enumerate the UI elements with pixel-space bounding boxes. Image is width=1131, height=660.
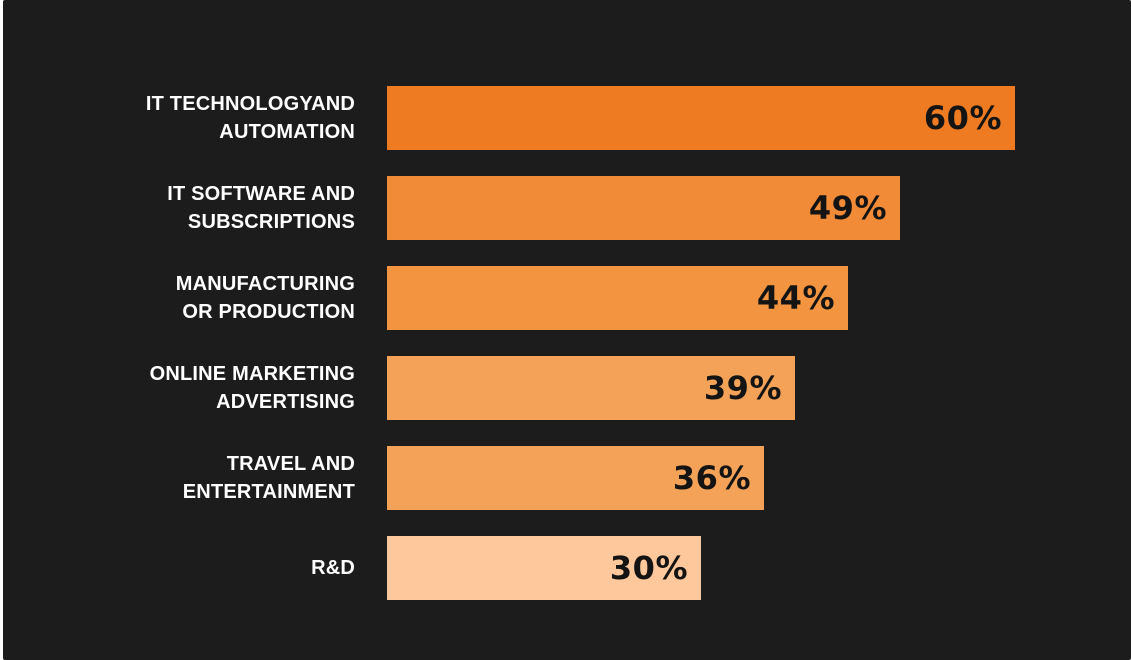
bar: 36%	[387, 446, 764, 510]
category-label: IT TECHNOLOGYAND AUTOMATION	[145, 93, 355, 143]
bar: 49%	[387, 176, 900, 240]
bar: 30%	[387, 536, 701, 600]
bar-row: R&D 30%	[0, 536, 1131, 600]
bar-value-label: 30%	[609, 549, 688, 587]
bar-row: ONLINE MARKETING ADVERTISING 39%	[0, 356, 1131, 420]
bar: 60%	[387, 86, 1015, 150]
category-label: MANUFACTURING OR PRODUCTION	[175, 273, 355, 323]
category-label: ONLINE MARKETING ADVERTISING	[149, 363, 355, 413]
category-label: IT SOFTWARE AND SUBSCRIPTIONS	[167, 183, 355, 233]
bar-value-label: 39%	[703, 369, 782, 407]
bar-value-label: 49%	[808, 189, 887, 227]
bar-value-label: 36%	[672, 459, 751, 497]
bar-value-label: 44%	[756, 279, 835, 317]
bar-row: IT SOFTWARE AND SUBSCRIPTIONS 49%	[0, 176, 1131, 240]
category-label: R&D	[311, 557, 355, 579]
bar: 44%	[387, 266, 848, 330]
bar: 39%	[387, 356, 795, 420]
bar-row: TRAVEL AND ENTERTAINMENT 36%	[0, 446, 1131, 510]
category-label: TRAVEL AND ENTERTAINMENT	[182, 453, 355, 503]
bar-value-label: 60%	[923, 99, 1002, 137]
bar-row: MANUFACTURING OR PRODUCTION 44%	[0, 266, 1131, 330]
bar-row: IT TECHNOLOGYAND AUTOMATION 60%	[0, 86, 1131, 150]
